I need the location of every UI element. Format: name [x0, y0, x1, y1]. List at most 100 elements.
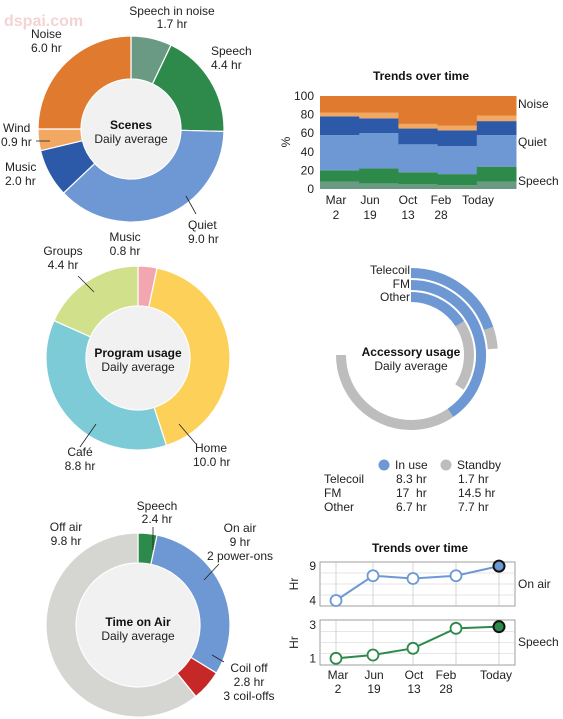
- airtime-subtitle: Daily average: [101, 629, 175, 643]
- trends1-band-wind-4: [476, 115, 517, 122]
- trends2-series-label-on-air: On air: [518, 577, 551, 591]
- airtime-leader-on-air: [203, 563, 220, 581]
- trends2-xtick-day-2: 13: [407, 682, 421, 696]
- trends1-band-speech-3: [437, 174, 478, 186]
- accessory-arc-other-in-use: [410, 292, 465, 327]
- legend-standby-swatch: [440, 459, 452, 471]
- trends2-xtick-day-3: 28: [439, 682, 453, 696]
- trends1-band-wind-3: [437, 125, 478, 131]
- accessory-radial-chart: [336, 268, 498, 430]
- scenes-leader-quiet: [185, 195, 197, 215]
- legend-in-use-label: In use: [395, 458, 428, 472]
- program-slice-groups: [53, 265, 139, 338]
- accessory-row-fm-standby: 14.5 hr: [458, 486, 495, 500]
- trends2-point-speech-3: [449, 621, 463, 635]
- trends1-ytick-0: 0: [307, 182, 314, 196]
- accessory-arc-other-standby: [455, 321, 474, 390]
- trends2-point-speech-4: [492, 620, 506, 634]
- airtime-label-coil-off: Coil off: [230, 661, 268, 675]
- trends1-xtick-3: Feb: [431, 193, 452, 207]
- accessory-row-fm-inuse: 17 hr: [396, 486, 427, 500]
- trends1-xtick-day-1: 19: [363, 208, 377, 222]
- accessory-row-other-inuse: 6.7 hr: [396, 500, 427, 514]
- trends1-band-speech-in-noise-4: [476, 181, 517, 189]
- accessory-row-other-name: Other: [324, 500, 354, 514]
- accessory-arc-fm-standby: [336, 354, 454, 430]
- trends1-ytick-40: 40: [301, 145, 315, 159]
- scenes-label-quiet: Quiet: [188, 218, 217, 232]
- trends1-band-speech-2: [398, 172, 439, 185]
- trends1-ytick-20: 20: [301, 163, 315, 177]
- trends1-series-label-quiet: Quiet: [518, 135, 547, 149]
- trends1-band-wind-0: [320, 112, 360, 117]
- trends2-point-speech-1: [366, 648, 380, 662]
- airtime-count-coil-off: 3 coil-offs: [223, 689, 274, 703]
- trends1-ylabel: %: [279, 136, 293, 147]
- trends1-band-speech-in-noise-3: [437, 185, 478, 189]
- accessory-arc-telecoil-standby: [483, 326, 498, 350]
- trends1-band-music2-0: [320, 116, 360, 136]
- airtime-value-off-air: 9.8 hr: [51, 534, 82, 548]
- trends1-title: Trends over time: [373, 69, 469, 83]
- trends1-band-music2-4: [476, 121, 517, 136]
- airtime-donut-chart: [45, 532, 231, 718]
- trends2-ytick-speech-1: 1: [309, 651, 316, 665]
- scenes-donut-chart: [37, 35, 225, 223]
- legend-in-use-swatch: [378, 459, 390, 471]
- program-value-cafe: 8.8 hr: [65, 459, 96, 473]
- trends1-band-noise-3: [437, 96, 478, 126]
- trends1-band-quiet-0: [320, 135, 360, 171]
- trends1-xtick-day-2: 13: [401, 208, 415, 222]
- trends1-band-speech-in-noise-0: [320, 181, 360, 189]
- trends1-band-quiet-4: [476, 135, 517, 167]
- trends1-band-wind-1: [359, 112, 399, 119]
- program-donut-chart: [45, 265, 231, 451]
- accessory-title: Accessory usage: [362, 345, 461, 359]
- program-slice-home: [148, 267, 231, 447]
- accessory-ring-label-other: Other: [380, 290, 410, 304]
- airtime-center: [76, 563, 200, 687]
- airtime-leader-coil-off: [211, 654, 225, 663]
- trends1-band-quiet-1: [359, 133, 399, 169]
- trends2-ylabel-on-air: Hr: [287, 578, 301, 591]
- trends1-band-noise-4: [476, 96, 517, 116]
- trends1-xtick-day-0: 2: [333, 208, 340, 222]
- trends2-ytick-speech-3: 3: [309, 618, 316, 632]
- airtime-label-speech: Speech: [137, 499, 178, 513]
- watermark: dspai.com: [4, 13, 83, 30]
- accessory-row-telecoil-standby: 1.7 hr: [458, 472, 489, 486]
- program-center: [86, 306, 190, 410]
- accessory-row-fm-name: FM: [324, 486, 341, 500]
- program-label-groups: Groups: [43, 244, 82, 258]
- trends1-xtick-1: Jun: [360, 193, 379, 207]
- trends1-xtick-day-3: 28: [434, 208, 448, 222]
- scenes-subtitle: Daily average: [94, 132, 168, 146]
- accessory-ring-label-fm: FM: [393, 277, 410, 291]
- trends1-band-music2-2: [398, 128, 439, 145]
- airtime-title: Time on Air: [105, 615, 171, 629]
- program-title: Program usage: [94, 346, 182, 360]
- scenes-label-speech-in-noise: Speech in noise: [129, 4, 215, 18]
- program-slice-caf: [45, 319, 168, 451]
- program-leader-groups: [77, 275, 95, 293]
- accessory-arc-fm-in-use: [410, 280, 486, 417]
- program-value-home: 10.0 hr: [193, 455, 230, 469]
- trends1-series-label-noise: Noise: [518, 97, 549, 111]
- trends2-xtick-0: Mar: [328, 668, 349, 682]
- accessory-arc-telecoil-in-use: [410, 268, 494, 331]
- scenes-value-speech: 4.4 hr: [211, 58, 242, 72]
- trends2-xtick-2: Oct: [405, 668, 424, 682]
- trends1-series-label-speech: Speech: [518, 174, 559, 188]
- trends1-xtick-2: Oct: [399, 193, 418, 207]
- scenes-slice-quiet: [62, 129, 225, 223]
- trends2-ytick-on-air-9: 9: [309, 559, 316, 573]
- scenes-value-music: 2.0 hr: [5, 174, 36, 188]
- trends1-band-speech-in-noise-2: [398, 184, 439, 189]
- accessory-row-other-standby: 7.7 hr: [458, 500, 489, 514]
- trends1-band-quiet-2: [398, 144, 439, 173]
- trends1-ytick-100: 100: [294, 89, 314, 103]
- scenes-value-noise: 6.0 hr: [31, 41, 62, 55]
